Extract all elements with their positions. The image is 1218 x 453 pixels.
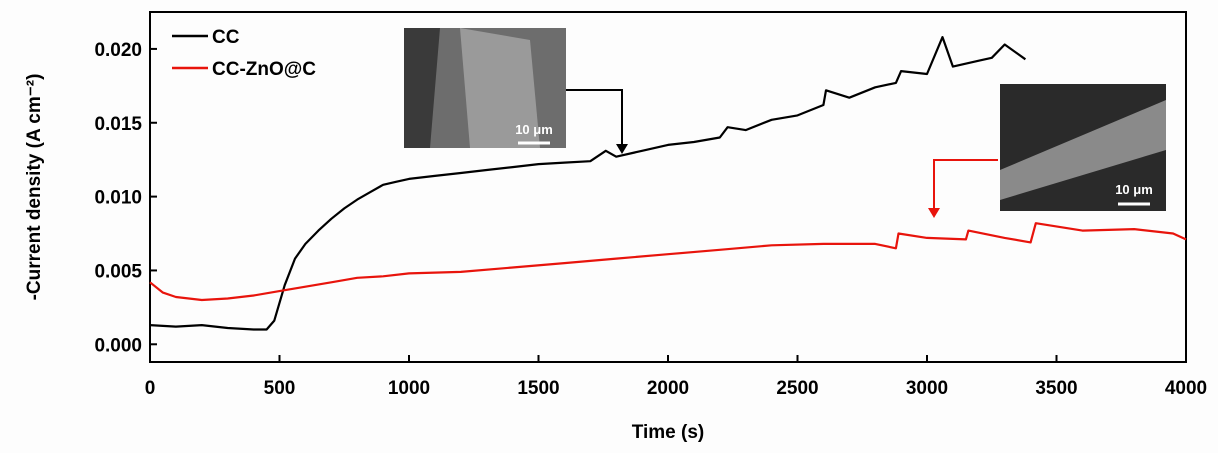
x-tick-label: 2500 <box>776 378 818 399</box>
scale-label: 10 μm <box>1115 182 1153 197</box>
x-tick-label: 0 <box>145 378 156 399</box>
series-line <box>149 36 1027 331</box>
arrowhead <box>928 208 940 218</box>
arrow <box>933 159 998 214</box>
x-tick-label: 1500 <box>517 378 559 399</box>
y-axis-label: -Current density (A cm⁻²) <box>24 74 45 301</box>
sem-texture <box>1000 150 1166 211</box>
y-tick-label: 0.015 <box>94 114 142 135</box>
arrowhead <box>616 144 628 154</box>
x-tick-label: 3000 <box>906 378 948 399</box>
scale-label: 10 μm <box>515 122 553 137</box>
y-tick-label: 0.000 <box>94 335 142 356</box>
x-axis-label: Time (s) <box>632 422 705 443</box>
legend-label: CC-ZnO@C <box>212 59 316 80</box>
series-line <box>149 222 1187 302</box>
inset-2: 10 μm <box>1000 84 1166 211</box>
x-tick-label: 1000 <box>388 378 430 399</box>
sem-texture <box>460 28 540 148</box>
x-tick-label: 3500 <box>1035 378 1077 399</box>
sem-texture <box>404 28 440 148</box>
sem-texture <box>1000 84 1166 170</box>
x-tick-label: 2000 <box>647 378 689 399</box>
legend-label: CC <box>212 27 240 48</box>
y-tick-label: 0.005 <box>94 261 142 282</box>
inset-1: 10 μm <box>404 28 566 148</box>
x-tick-label: 500 <box>264 378 296 399</box>
x-tick-label: 4000 <box>1165 378 1207 399</box>
arrow <box>566 89 623 150</box>
y-tick-label: 0.020 <box>94 40 142 61</box>
y-tick-label: 0.010 <box>94 188 142 209</box>
